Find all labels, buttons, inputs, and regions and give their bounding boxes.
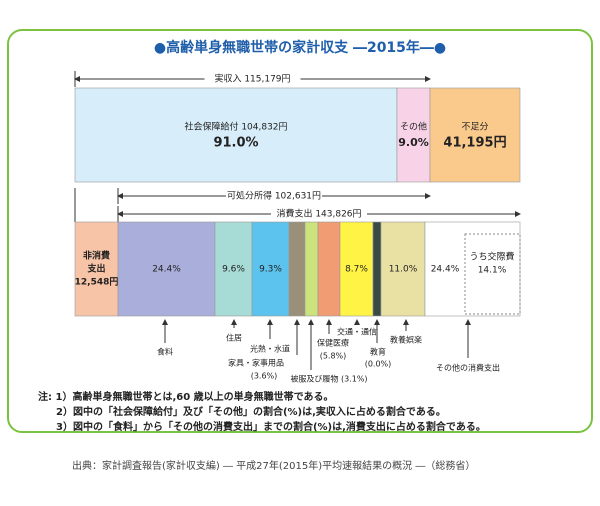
callout-label: (0.0%) (365, 360, 392, 369)
segment-label: その他 (400, 121, 427, 133)
callout-label: 家具・家事用品 (228, 358, 284, 368)
segment (74, 221, 119, 317)
segment-value: 41,195円 (443, 136, 506, 151)
segment (251, 221, 290, 317)
segment (288, 221, 306, 317)
segment (214, 221, 253, 317)
segment-label: 8.7% (345, 265, 368, 275)
segment-label: 非消費 (83, 250, 110, 262)
segment (396, 87, 431, 183)
segment-label: 24.4% (152, 265, 181, 275)
segment (117, 221, 216, 317)
callout-label: 食料 (157, 347, 173, 357)
arrow-label: 実収入 115,179円 (214, 73, 290, 85)
callout-label: 光熱・水道 (250, 344, 290, 354)
segment-label: 12,548円 (75, 277, 119, 288)
title: ●高齢単身無職世帯の家計収支 ―2015年―● (154, 39, 446, 56)
inner-label: うち交際費 (469, 251, 514, 263)
label-bg (271, 208, 367, 220)
segment-label: 9.3% (259, 265, 282, 275)
segment (317, 221, 341, 317)
callout-label: 被服及び履物 (3.1%) (290, 374, 367, 384)
segment (429, 87, 521, 183)
segment-label: 支出 (86, 263, 105, 275)
callout-label: 教養娯楽 (390, 335, 422, 345)
callout-label: 交通・通信 (337, 327, 377, 337)
segment-label: 不足分 (461, 122, 488, 133)
segment (380, 221, 426, 317)
callout-label: (3.6%) (251, 372, 278, 381)
arrow-label: 消費支出 143,826円 (276, 208, 361, 220)
segment-label: 24.4% (431, 265, 460, 275)
note: 3）図中の「食料」から「その他の消費支出」までの割合(%)は,消費支出に占める割… (56, 420, 486, 433)
segment-label: 社会保障給付 104,832円 (184, 121, 287, 133)
callout-label: 教育 (370, 347, 386, 357)
segment (339, 221, 374, 317)
note: 2）図中の「社会保障給付」及び「その他」の割合(%)は,実収入に占める割合である… (56, 405, 446, 418)
label-bg (204, 73, 301, 85)
inner-box (464, 233, 521, 315)
arrow-label: 可処分所得 102,631円 (227, 190, 321, 202)
segment (424, 221, 521, 317)
segment (304, 221, 319, 317)
segment-value: 9.0% (398, 136, 429, 149)
segment-value: 91.0% (213, 136, 258, 151)
segment (372, 221, 382, 317)
callout-label: 保健医療 (317, 338, 349, 348)
segment-label: 11.0% (389, 265, 418, 275)
source: 出典：家計調査報告(家計収支編) ― 平成27年(2015年)平均速報結果の概況… (72, 459, 475, 472)
callout-label: 住居 (226, 333, 242, 343)
callout-label: その他の消費支出 (436, 363, 500, 373)
callout-label: (5.8%) (320, 352, 347, 361)
segment-label: 9.6% (222, 265, 245, 275)
segment (74, 87, 398, 183)
note: 注: 1）高齢単身無職世帯とは,60 歳以上の単身無職世帯である。 (38, 390, 334, 403)
label-bg (226, 190, 322, 202)
inner-label: 14.1% (478, 266, 507, 276)
